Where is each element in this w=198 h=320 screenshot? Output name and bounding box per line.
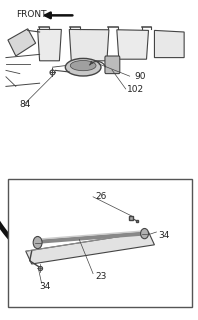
Ellipse shape <box>65 59 101 76</box>
Ellipse shape <box>141 228 148 239</box>
Polygon shape <box>117 30 148 59</box>
Text: FRONT: FRONT <box>16 10 46 19</box>
Text: 23: 23 <box>95 272 106 281</box>
FancyBboxPatch shape <box>105 56 120 74</box>
Polygon shape <box>69 29 109 61</box>
Text: 26: 26 <box>95 192 106 201</box>
Text: 34: 34 <box>158 231 170 240</box>
Polygon shape <box>154 30 184 58</box>
Polygon shape <box>26 232 154 264</box>
Text: 102: 102 <box>127 85 144 94</box>
Text: 84: 84 <box>20 100 31 108</box>
Polygon shape <box>8 29 36 56</box>
Text: 90: 90 <box>135 72 146 81</box>
Text: 34: 34 <box>40 282 51 291</box>
Bar <box>8 179 192 307</box>
Polygon shape <box>38 29 61 61</box>
Ellipse shape <box>33 236 42 249</box>
Ellipse shape <box>70 60 96 71</box>
